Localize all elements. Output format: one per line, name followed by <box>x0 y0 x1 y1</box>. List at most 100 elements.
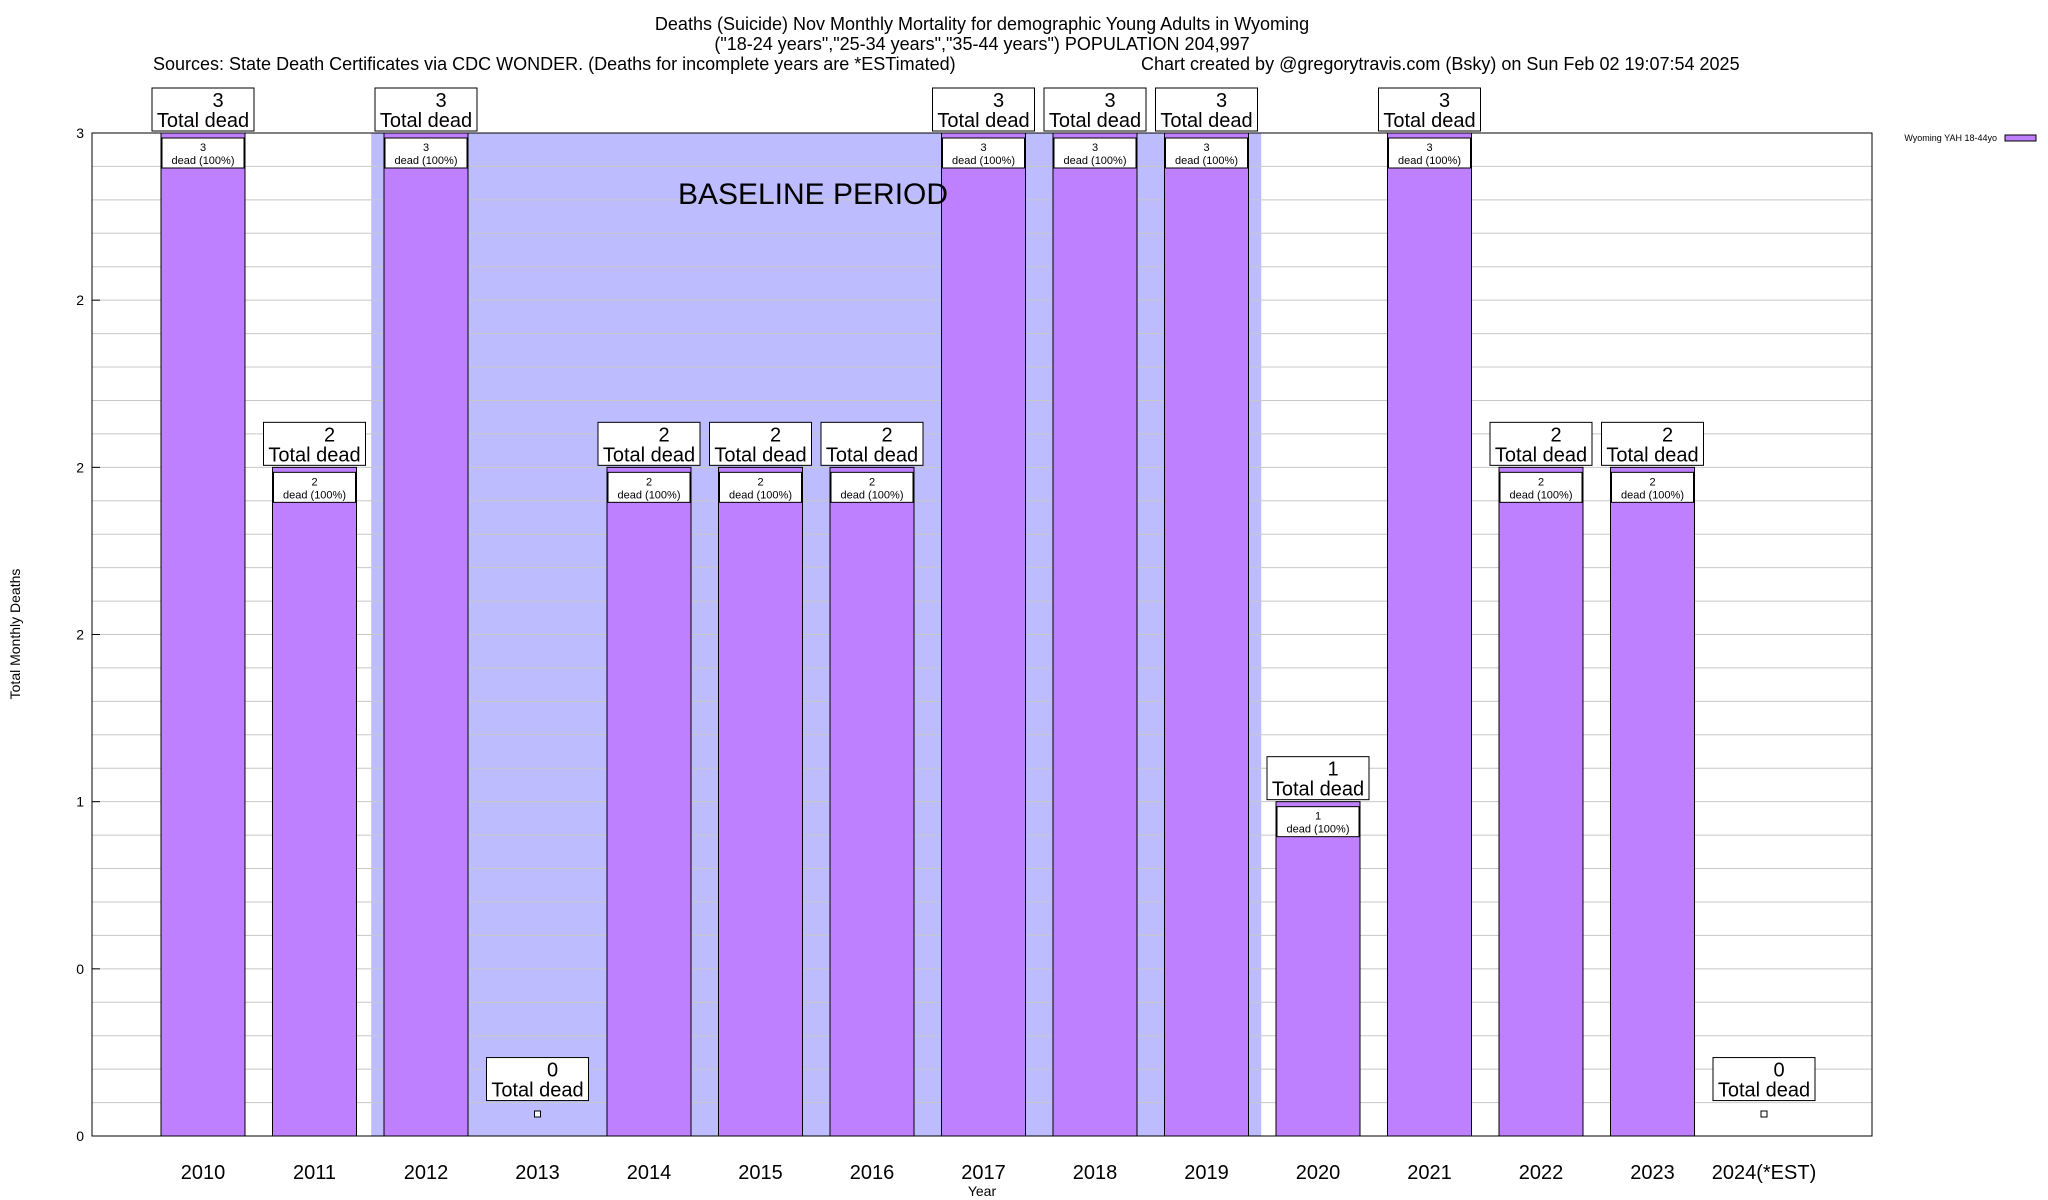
bar-total-text: Total dead <box>380 110 472 132</box>
legend: Wyoming YAH 18-44yo <box>1904 133 2037 143</box>
bar-inner-value: 2 <box>757 476 763 488</box>
bar-total-label-box <box>1489 421 1593 466</box>
bar-inner-value: 2 <box>311 476 317 488</box>
x-tick-label: 2023 <box>1630 1162 1675 1184</box>
bar-total-value: 0 <box>547 1060 558 1082</box>
bar-inner-label-box <box>942 137 1025 169</box>
bar-total-label-box <box>820 421 924 466</box>
bar-inner-value: 3 <box>200 142 206 154</box>
y-tick-label: 2 <box>76 292 84 308</box>
x-tick-label: 2020 <box>1296 1162 1341 1184</box>
bar <box>272 466 357 1137</box>
x-axis-label: Year <box>968 1183 997 1199</box>
bar-total-label-box <box>151 87 255 132</box>
x-tick-label: 2010 <box>181 1162 226 1184</box>
chart-credit: Chart created by @gregorytravis.com (Bsk… <box>1141 54 1740 74</box>
bar-total-text: Total dead <box>1160 110 1252 132</box>
bar-inner-label-box <box>384 137 468 169</box>
bar-total-value: 2 <box>324 424 335 446</box>
bar-total-text: Total dead <box>1718 1080 1810 1102</box>
bar-total-text: Total dead <box>714 444 806 466</box>
bar <box>160 132 246 1137</box>
x-tick-label: 2016 <box>850 1162 895 1184</box>
y-tick-label: 2 <box>76 627 84 643</box>
bar-inner-label-box <box>1388 137 1471 169</box>
zero-marker <box>534 1110 541 1118</box>
bar-total-text: Total dead <box>1606 444 1698 466</box>
y-tick-label: 2 <box>76 459 84 475</box>
bar-inner-value: 2 <box>1649 476 1655 488</box>
bar-inner-label-box <box>830 471 914 503</box>
bar-total-text: Total dead <box>491 1080 583 1102</box>
bar-total-text: Total dead <box>268 444 360 466</box>
baseline-label: BASELINE PERIOD <box>678 178 948 211</box>
bar-total-text: Total dead <box>1049 110 1141 132</box>
bar-total-label-box <box>263 421 366 466</box>
chart-title: Deaths (Suicide) Nov Monthly Mortality f… <box>655 14 1309 34</box>
legend-swatch <box>2004 134 2037 142</box>
bar-total-value: 2 <box>1662 424 1673 446</box>
x-tick-label: 2024(*EST) <box>1712 1162 1817 1184</box>
bar <box>1387 132 1472 1137</box>
bar-inner-label-box <box>1276 806 1360 838</box>
y-tick-label: 0 <box>76 1128 84 1144</box>
bar-total-value: 2 <box>770 424 781 446</box>
chart-sources: Sources: State Death Certificates via CD… <box>153 54 956 74</box>
bar-inner-value: 2 <box>646 476 652 488</box>
x-tick-label: 2013 <box>515 1162 560 1184</box>
bar-total-value: 3 <box>1439 90 1450 112</box>
bar-inner-text: dead (100%) <box>1064 155 1127 167</box>
y-axis-label: Total Monthly Deaths <box>7 569 23 700</box>
x-tick-label: 2014 <box>627 1162 672 1184</box>
bar-inner-value: 1 <box>1315 811 1321 823</box>
y-tick-label: 3 <box>76 125 84 141</box>
x-tick-label: 2021 <box>1407 1162 1452 1184</box>
bar-inner-text: dead (100%) <box>1510 489 1573 501</box>
x-tick-label: 2022 <box>1519 1162 1564 1184</box>
bar-total-text: Total dead <box>1383 110 1475 132</box>
bar-total-label-box <box>486 1057 589 1102</box>
bar-inner-value: 3 <box>1426 142 1432 154</box>
bar-total-value: 2 <box>1550 424 1561 446</box>
bar-total-value: 3 <box>1216 90 1227 112</box>
y-tick-label: 1 <box>76 794 84 810</box>
x-tick-label: 2018 <box>1073 1162 1118 1184</box>
bar-inner-value: 3 <box>1092 142 1098 154</box>
bar-inner-label-box <box>1611 471 1694 503</box>
bar-inner-text: dead (100%) <box>395 155 458 167</box>
chart-subtitle: ("18-24 years","25-34 years","35-44 year… <box>714 34 1249 54</box>
bar-total-label-box <box>1043 87 1147 132</box>
bar <box>383 132 469 1137</box>
bar-total-text: Total dead <box>1272 779 1364 801</box>
bar <box>1164 132 1249 1137</box>
bar <box>1275 801 1361 1137</box>
bar-total-value: 3 <box>1104 90 1115 112</box>
x-tick-label: 2019 <box>1184 1162 1229 1184</box>
bar-inner-label-box <box>1165 137 1248 169</box>
bar-inner-value: 3 <box>423 142 429 154</box>
bar <box>1610 466 1695 1137</box>
x-tick-label: 2015 <box>738 1162 783 1184</box>
